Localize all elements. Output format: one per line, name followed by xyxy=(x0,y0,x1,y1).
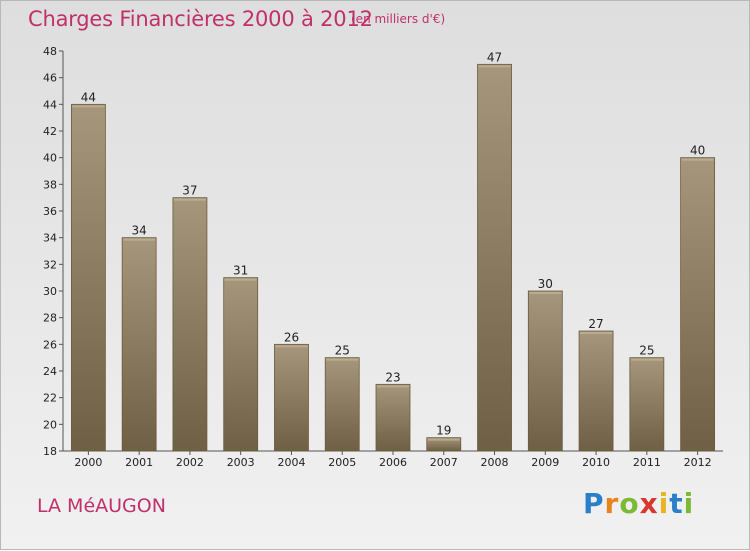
value-label-2005: 25 xyxy=(335,344,350,358)
value-label-2000: 44 xyxy=(81,90,96,104)
bar-2005 xyxy=(324,357,360,452)
bars: 44 34 37 31 26 25 23 19 47 30 27 25 40 xyxy=(70,50,716,452)
y-tick-label: 40 xyxy=(43,152,57,165)
bar-highlight-2009 xyxy=(529,292,562,294)
x-tick-label-2001: 2001 xyxy=(125,456,153,469)
value-label-2007: 19 xyxy=(436,424,451,438)
bar-highlight-2000 xyxy=(72,105,105,108)
value-label-2008: 47 xyxy=(487,50,502,64)
x-tick-label-2009: 2009 xyxy=(531,456,559,469)
y-tick-label: 20 xyxy=(43,418,57,431)
logo-letter: i xyxy=(683,487,695,520)
x-tick-label-2012: 2012 xyxy=(684,456,712,469)
y-tick-label: 34 xyxy=(43,232,57,245)
bar-2004 xyxy=(274,343,309,452)
y-tick-label: 48 xyxy=(43,45,57,58)
axes: 18 20 22 24 26 28 30 32 34 36 38 40 42 44 46 48 2000 2001… xyxy=(43,45,723,469)
bar-2001 xyxy=(121,237,157,452)
chart-subtitle: (en milliers d'€) xyxy=(351,12,446,26)
logo-letter: o xyxy=(619,487,640,520)
bar-2002 xyxy=(172,197,208,452)
value-label-2004: 26 xyxy=(284,330,299,344)
bar-highlight-2006 xyxy=(377,385,409,388)
bar-highlight-2008 xyxy=(478,65,511,68)
bar-highlight-2007 xyxy=(427,438,460,441)
y-tick-label: 46 xyxy=(43,72,57,85)
value-label-2009: 30 xyxy=(538,277,553,291)
y-tick-label: 26 xyxy=(43,338,57,351)
x-tick-label-2004: 2004 xyxy=(277,456,305,469)
x-tick-label-2010: 2010 xyxy=(582,456,610,469)
bar-highlight-2004 xyxy=(275,345,308,348)
x-tick-label-2000: 2000 xyxy=(74,456,102,469)
bar-2010 xyxy=(578,330,614,452)
bar-highlight-2002 xyxy=(173,198,206,201)
value-label-2003: 31 xyxy=(233,264,248,278)
bar-2009 xyxy=(527,290,563,452)
chart-title: Charges Financières 2000 à 2012 xyxy=(28,7,373,31)
x-tick-label-2008: 2008 xyxy=(481,456,509,469)
bar-2012 xyxy=(680,157,716,452)
bar-highlight-2011 xyxy=(630,358,663,361)
logo-letter: t xyxy=(669,487,684,520)
value-label-2011: 25 xyxy=(639,344,654,358)
x-tick-label-2002: 2002 xyxy=(176,456,204,469)
logo-letter: i xyxy=(658,487,670,520)
y-tick-label: 32 xyxy=(43,258,57,271)
value-label-2012: 40 xyxy=(690,144,705,158)
x-tick-label-2005: 2005 xyxy=(328,456,356,469)
value-label-2006: 23 xyxy=(385,370,400,384)
location-name: LA MéAUGON xyxy=(37,495,166,517)
bar-2007 xyxy=(426,437,462,452)
bar-2008 xyxy=(477,63,512,452)
bar-2006 xyxy=(375,383,411,452)
bar-highlight-2001 xyxy=(123,238,156,241)
x-tick-label-2007: 2007 xyxy=(430,456,458,469)
bar-2003 xyxy=(223,277,259,452)
y-tick-label: 44 xyxy=(43,98,57,111)
y-tick-label: 28 xyxy=(43,312,57,325)
logo-letter: r xyxy=(604,487,620,520)
y-tick-label: 38 xyxy=(43,178,57,191)
value-label-2010: 27 xyxy=(588,317,603,331)
y-tick-label: 36 xyxy=(43,205,57,218)
y-tick-label: 30 xyxy=(43,285,57,298)
bar-highlight-2003 xyxy=(224,278,257,281)
y-tick-label: 24 xyxy=(43,365,57,378)
logo-letter: P xyxy=(583,487,605,520)
bar-highlight-2010 xyxy=(580,332,613,334)
y-tick-label: 42 xyxy=(43,125,57,138)
x-tick-label-2006: 2006 xyxy=(379,456,407,469)
logo-letter: x xyxy=(639,487,659,520)
x-tick-label-2011: 2011 xyxy=(633,456,661,469)
bar-highlight-2012 xyxy=(681,158,714,161)
x-tick-label-2003: 2003 xyxy=(227,456,255,469)
value-label-2002: 37 xyxy=(182,184,197,198)
value-label-2001: 34 xyxy=(132,224,147,238)
bar-highlight-2005 xyxy=(326,358,359,361)
y-tick-label: 18 xyxy=(43,445,57,458)
y-tick-label: 22 xyxy=(43,392,57,405)
proxiti-logo: Proxiti xyxy=(583,487,694,520)
bar-2000 xyxy=(70,103,106,452)
bar-2011 xyxy=(629,357,665,452)
